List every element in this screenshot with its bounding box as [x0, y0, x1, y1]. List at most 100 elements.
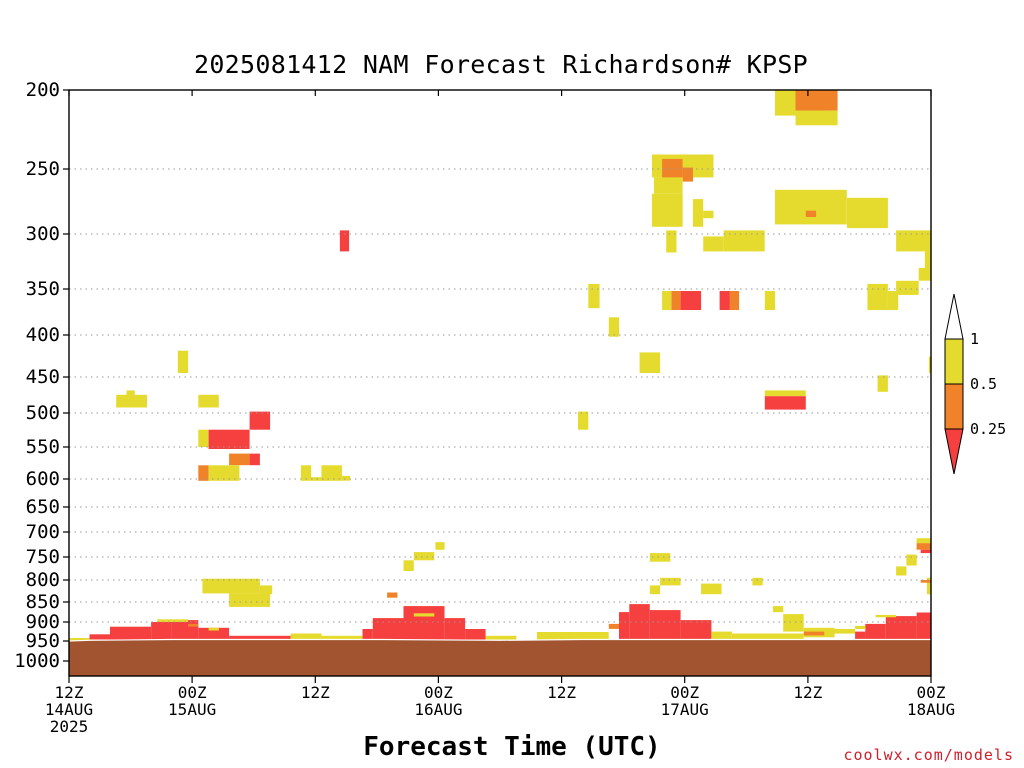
heatmap-cell-yellow — [916, 538, 931, 544]
heatmap-cell-yellow — [259, 585, 273, 595]
heatmap-cell-yellow — [413, 613, 435, 617]
heatmap-cell-red — [208, 429, 250, 449]
colorbar — [944, 293, 964, 475]
colorbar-arrow-bottom — [944, 428, 964, 475]
heatmap-cell-yellow — [896, 280, 919, 295]
heatmap-cell-yellow — [846, 197, 888, 229]
y-tick-label: 700 — [25, 521, 60, 543]
y-tick-label: 900 — [25, 611, 60, 633]
heatmap-cell-red — [764, 396, 806, 410]
heatmap-cell-yellow — [588, 283, 600, 309]
heatmap-cell-orange — [198, 465, 209, 481]
heatmap-cell-orange — [916, 543, 931, 550]
heatmap-cell-red — [465, 629, 486, 640]
heatmap-cell-yellow — [855, 625, 866, 629]
heatmap-cell-orange — [805, 210, 817, 217]
heatmap-cell-yellow — [666, 230, 677, 253]
heatmap-cell-yellow — [906, 554, 917, 566]
heatmap-cell-yellow — [177, 350, 189, 373]
heatmap-cell-red — [171, 620, 199, 640]
gridlines — [69, 168, 931, 662]
heatmap-cell-yellow — [703, 236, 724, 252]
heatmap-cell-yellow — [126, 390, 135, 397]
y-tick-label: 550 — [25, 436, 60, 458]
heatmap-cell-red — [719, 291, 730, 310]
heatmap-cell-orange — [671, 291, 681, 310]
heatmap-cell-yellow — [660, 577, 681, 586]
heatmap-cell-yellow — [639, 352, 661, 373]
plot-frame — [68, 89, 932, 677]
y-tick-label: 1000 — [14, 650, 60, 672]
credit-link[interactable]: coolwx.com/models — [843, 746, 1014, 764]
heatmap-cell-yellow — [649, 553, 671, 562]
heatmap-cell-yellow — [342, 475, 351, 481]
heatmap-cell-red — [680, 620, 712, 640]
x-tick-label: 12Z — [300, 683, 330, 702]
heatmap-cell-yellow — [795, 110, 838, 126]
heatmap-cell-yellow — [896, 566, 907, 576]
heatmap-cell-orange — [920, 580, 931, 583]
heatmap-cell-yellow — [485, 635, 517, 640]
heatmap-cell-yellow — [752, 577, 763, 586]
heatmap-cell-yellow — [300, 465, 312, 481]
heatmap-cell-yellow — [924, 251, 931, 268]
ground-layer — [68, 638, 931, 676]
chart-title: 2025081412 NAM Forecast Richardson# KPSP — [193, 50, 809, 79]
colorbar-level-label: 1 — [970, 330, 980, 348]
heatmap-cell-orange — [188, 623, 199, 627]
heatmap-cell-yellow — [764, 390, 806, 397]
colorbar-bin-orange — [944, 383, 964, 430]
x-tick-label: 00Z 15AUG — [168, 683, 217, 719]
heatmap-cell-yellow — [413, 552, 435, 561]
heatmap-cell-red — [629, 604, 650, 640]
heatmap-cell-yellow — [649, 585, 661, 595]
y-tick-label: 850 — [25, 591, 60, 613]
heatmap-cell-yellow — [198, 394, 219, 408]
heatmap-cell-orange — [795, 90, 838, 111]
heatmap-cell-yellow — [321, 465, 342, 481]
heatmap-cell-red — [916, 612, 931, 640]
x-ticks — [68, 90, 932, 683]
x-tick-label: 12Z 14AUG 2025 — [44, 683, 94, 736]
x-tick-label: 12Z — [547, 683, 577, 702]
y-ticks — [63, 89, 69, 662]
y-tick-label: 600 — [25, 468, 60, 490]
heatmap-cell-yellow — [208, 627, 219, 631]
heatmap-cell-red — [619, 612, 630, 640]
x-tick-label: 00Z 16AUG — [414, 683, 463, 719]
colorbar-arrow-top — [944, 293, 964, 340]
heatmap-cell-yellow — [875, 614, 897, 618]
heatmap-cell-yellow — [926, 577, 931, 595]
heatmap-cell-red — [680, 291, 702, 310]
y-tick-label: 650 — [25, 496, 60, 518]
colorbar-level-label: 0.5 — [970, 375, 998, 393]
heatmap-cell-yellow — [536, 632, 609, 640]
heatmap-cell-yellow — [703, 210, 714, 219]
heatmap-cell-yellow — [783, 614, 804, 632]
heatmap-cell-yellow — [775, 189, 847, 225]
heatmap-cell-yellow — [692, 199, 704, 227]
heatmap-cell-yellow — [662, 291, 672, 310]
heatmap-cell-orange — [229, 453, 250, 466]
heatmap-cell-yellow — [321, 635, 363, 640]
x-tick-label: 12Z — [793, 683, 823, 702]
heatmap-cell-yellow — [202, 578, 260, 594]
heatmap-cell-yellow — [198, 429, 209, 447]
heatmap-cell-yellow — [69, 638, 90, 641]
colorbar-level-label: 0.25 — [970, 420, 1007, 438]
heatmap-cell-yellow — [435, 542, 445, 550]
colorbar-bin-yellow — [944, 338, 964, 385]
ground-edge — [68, 638, 931, 642]
heatmap-cell-yellow — [608, 317, 620, 337]
heatmap-cell-yellow — [403, 560, 414, 571]
y-tick-label: 500 — [25, 402, 60, 424]
x-axis-label: Forecast Time (UTC) — [363, 732, 661, 762]
y-tick-label: 350 — [25, 278, 60, 300]
heatmap-cell-yellow — [229, 593, 271, 607]
heatmap-cell-red — [249, 453, 260, 466]
x-tick-label: 00Z 18AUG — [906, 683, 956, 719]
heatmap-cell-red — [89, 634, 110, 640]
y-tick-label: 400 — [25, 324, 60, 346]
y-tick-label: 950 — [25, 630, 60, 652]
heatmap-cell-yellow — [711, 631, 732, 640]
